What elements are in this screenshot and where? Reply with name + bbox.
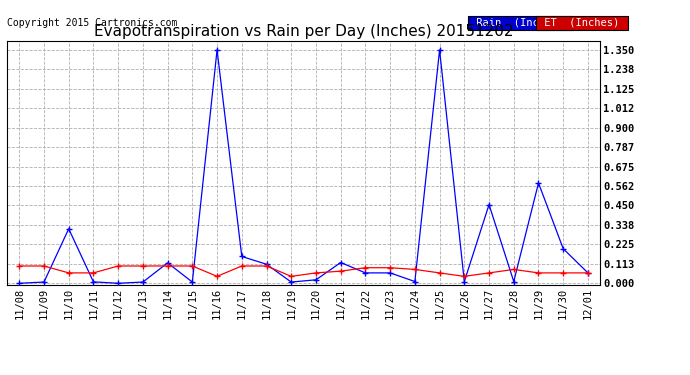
Text: ET  (Inches): ET (Inches) <box>538 18 626 28</box>
Text: Copyright 2015 Cartronics.com: Copyright 2015 Cartronics.com <box>7 18 177 28</box>
Title: Evapotranspiration vs Rain per Day (Inches) 20151202: Evapotranspiration vs Rain per Day (Inch… <box>94 24 513 39</box>
Text: Rain  (Inches): Rain (Inches) <box>470 18 570 28</box>
